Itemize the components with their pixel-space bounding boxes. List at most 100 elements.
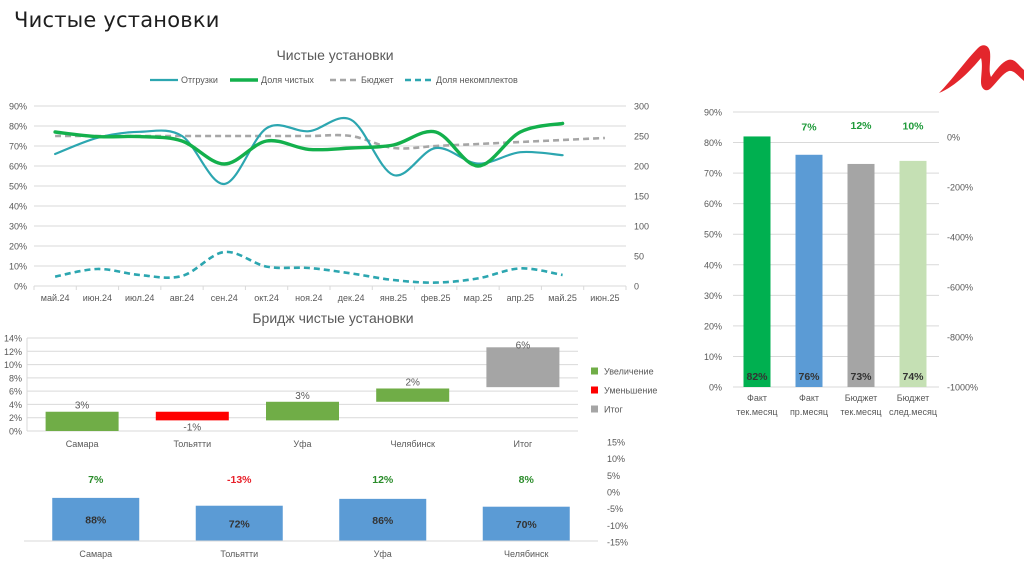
x-axis-label: Тольятти: [173, 439, 211, 449]
right-axis-tick-label: 200: [634, 162, 649, 172]
city-bar: [52, 497, 140, 541]
left-axis-tick-label: 0%: [709, 383, 722, 393]
left-axis-tick-label: 10%: [9, 262, 27, 272]
x-axis-label: июн.24: [83, 293, 112, 303]
left-axis-tick-label: 30%: [704, 291, 722, 301]
right-axis-tick-label: 50: [634, 252, 644, 262]
x-axis-label: окт.24: [254, 293, 279, 303]
y-axis-tick-label: 6%: [9, 387, 22, 397]
x-axis-label: Уфа: [374, 549, 392, 559]
left-axis-tick-label: 70%: [704, 169, 722, 179]
x-axis-label-line1: Бюджет: [897, 393, 930, 403]
legend-label: Доля чистых: [261, 75, 314, 85]
left-axis-tick-label: 30%: [9, 222, 27, 232]
change-label: 12%: [850, 120, 872, 132]
left-axis-tick-label: 60%: [9, 162, 27, 172]
left-axis-tick-label: 50%: [9, 182, 27, 192]
right-axis-tick-label: 15%: [607, 438, 625, 448]
waterfall-bar: [45, 411, 119, 431]
x-axis-label: Тольятти: [220, 549, 258, 559]
x-axis-label: июл.24: [125, 293, 154, 303]
right-axis-tick-label: 300: [634, 102, 649, 112]
y-axis-tick-label: 14%: [4, 334, 22, 344]
x-axis-label: мар.25: [464, 293, 493, 303]
left-axis-tick-label: 40%: [704, 260, 722, 270]
left-axis-tick-label: 80%: [9, 122, 27, 132]
waterfall-bar: [376, 388, 450, 402]
left-axis-tick-label: 70%: [9, 142, 27, 152]
series-line-2: [55, 133, 605, 150]
y-axis-tick-label: 4%: [9, 400, 22, 410]
x-axis-label: авг.24: [170, 293, 194, 303]
right-axis-tick-label: -5%: [607, 504, 623, 514]
change-label: 7%: [801, 121, 817, 133]
waterfall-bar: [155, 411, 229, 421]
city-bar: [339, 498, 427, 541]
series-line-1: [53, 121, 565, 168]
right-axis-tick-label: -10%: [607, 521, 628, 531]
legend-item: Увеличение: [591, 367, 654, 377]
x-axis-label: май.24: [41, 293, 70, 303]
x-axis-label: фев.25: [421, 293, 451, 303]
left-axis-tick-label: 40%: [9, 202, 27, 212]
legend-item: Доля чистых: [230, 75, 314, 85]
bridge-chart-title: Бридж чистые установки: [252, 310, 414, 326]
left-axis-tick-label: 20%: [9, 242, 27, 252]
left-axis-tick-label: 90%: [9, 102, 27, 112]
x-axis-label: янв.25: [380, 293, 407, 303]
bar-data-label: -1%: [183, 422, 201, 433]
waterfall-bar: [486, 347, 560, 388]
bar-value-label: 88%: [85, 514, 107, 526]
metric-bar: [795, 154, 823, 387]
series-line-0: [54, 117, 564, 186]
legend-item: Итог: [591, 405, 623, 415]
line-chart: 0% 10% 20% 30% 40% 50% 60% 70% 80% 90% 0 50 100 150 20…: [9, 75, 649, 303]
x-axis-label-line1: Бюджет: [845, 393, 878, 403]
left-axis-tick-label: 80%: [704, 138, 722, 148]
x-axis-label: Челябинск: [390, 439, 434, 449]
legend-item: Отгрузки: [150, 75, 218, 85]
x-axis-label-line2: тек.месяц: [736, 407, 777, 417]
x-axis-label: дек.24: [338, 293, 365, 303]
legend-item: Доля некомплектов: [405, 75, 518, 85]
legend-label: Доля некомплектов: [436, 75, 518, 85]
bar-value-label: 82%: [746, 371, 768, 383]
x-axis-label-line2: тек.месяц: [840, 407, 881, 417]
left-axis-tick-label: 20%: [704, 321, 722, 331]
right-axis-tick-label: -200%: [947, 183, 973, 193]
right-axis-tick-label: 0%: [607, 488, 620, 498]
right-axis-tick-label: 250: [634, 132, 649, 142]
legend-label: Бюджет: [361, 75, 394, 85]
x-axis-label: Челябинск: [504, 549, 548, 559]
right-axis-tick-label: 0: [634, 282, 639, 292]
bar-value-label: 74%: [902, 371, 924, 383]
change-label: 8%: [519, 474, 535, 486]
legend-swatch: [591, 405, 598, 413]
bar-value-label: 86%: [372, 515, 394, 527]
y-axis-tick-label: 8%: [9, 373, 22, 383]
right-axis-tick-label: -15%: [607, 538, 628, 548]
x-axis-label: апр.25: [507, 293, 534, 303]
y-axis-tick-label: 2%: [9, 413, 22, 423]
x-axis-label-line2: след.месяц: [889, 407, 937, 417]
bridge-chart: 0% 2% 4% 6% 8% 10% 12% 14% 3% Самара -1% Тольятти 3%…: [4, 334, 657, 450]
right-axis-tick-label: 150: [634, 192, 649, 202]
change-label: 12%: [372, 474, 394, 486]
legend-label: Итог: [604, 405, 623, 415]
change-label: 10%: [902, 121, 924, 133]
x-axis-label: май.25: [548, 293, 577, 303]
series-line-3: [54, 250, 563, 284]
x-axis-label: сен.24: [211, 293, 238, 303]
bar-data-label: 3%: [295, 391, 310, 402]
metric-bar: [743, 136, 771, 387]
right-axis-tick-label: 10%: [607, 454, 625, 464]
x-axis-label: Уфа: [293, 439, 311, 449]
left-axis-tick-label: 50%: [704, 230, 722, 240]
city-bar: [195, 505, 283, 541]
right-axis-tick-label: -600%: [947, 283, 973, 293]
right-axis-tick-label: 5%: [607, 471, 620, 481]
bar-value-label: 76%: [798, 371, 820, 383]
x-axis-label: Самара: [66, 439, 99, 449]
bar-data-label: 6%: [516, 340, 531, 351]
